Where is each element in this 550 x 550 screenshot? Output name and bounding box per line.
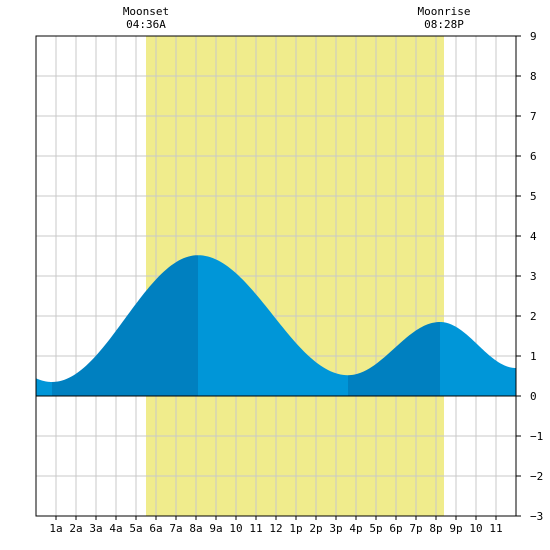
x-tick-label: 3p xyxy=(329,522,342,535)
x-tick-label: 6p xyxy=(389,522,402,535)
y-tick-label: −3 xyxy=(530,510,543,523)
x-tick-label: 12 xyxy=(269,522,282,535)
y-tick-label: 2 xyxy=(530,310,537,323)
x-tick-label: 7p xyxy=(409,522,422,535)
x-tick-label: 4a xyxy=(109,522,122,535)
y-tick-label: 6 xyxy=(530,150,537,163)
y-tick-label: 3 xyxy=(530,270,537,283)
moon-event-label: Moonrise xyxy=(418,5,471,18)
x-tick-label: 5a xyxy=(129,522,142,535)
y-tick-label: 0 xyxy=(530,390,537,403)
tide-segment-rising xyxy=(52,255,198,396)
x-tick-label: 2a xyxy=(69,522,82,535)
y-tick-label: 4 xyxy=(530,230,537,243)
y-tick-label: 9 xyxy=(530,30,537,43)
y-tick-label: 5 xyxy=(530,190,537,203)
x-tick-label: 6a xyxy=(149,522,162,535)
x-tick-label: 10 xyxy=(229,522,242,535)
x-tick-label: 9a xyxy=(209,522,222,535)
y-axis-ticks: 9 8 7 6 5 4 3 2 1 0 −1 −2 −3 xyxy=(516,30,543,523)
tide-segment-falling xyxy=(198,255,348,396)
x-tick-label: 8p xyxy=(429,522,442,535)
x-tick-label: 11 xyxy=(489,522,502,535)
x-tick-label: 1p xyxy=(289,522,302,535)
x-tick-label: 4p xyxy=(349,522,362,535)
tide-segment-rising xyxy=(348,322,440,396)
y-tick-label: 1 xyxy=(530,350,537,363)
y-tick-label: 7 xyxy=(530,110,537,123)
x-tick-label: 1a xyxy=(49,522,62,535)
x-tick-label: 7a xyxy=(169,522,182,535)
moon-event-time: 08:28P xyxy=(424,18,464,31)
moon-event-time: 04:36A xyxy=(126,18,166,31)
moon-event-label: Moonset xyxy=(123,5,169,18)
x-tick-label: 10 xyxy=(469,522,482,535)
x-tick-label: 11 xyxy=(249,522,262,535)
x-tick-label: 3a xyxy=(89,522,102,535)
x-tick-label: 8a xyxy=(189,522,202,535)
x-tick-label: 2p xyxy=(309,522,322,535)
y-tick-label: −1 xyxy=(530,430,543,443)
x-tick-label: 9p xyxy=(449,522,462,535)
x-tick-label: 5p xyxy=(369,522,382,535)
y-tick-label: 8 xyxy=(530,70,537,83)
x-axis-ticks: 1a 2a 3a 4a 5a 6a 7a 8a 9a 10 11 12 1p 2p 3p 4p 5p 6p 7p 8p… xyxy=(49,516,503,535)
y-tick-label: −2 xyxy=(530,470,543,483)
tide-area xyxy=(36,255,516,396)
tide-segment-falling xyxy=(36,378,52,396)
tide-segment-falling xyxy=(440,322,516,396)
